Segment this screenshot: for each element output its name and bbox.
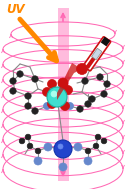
Circle shape (25, 134, 31, 140)
Circle shape (17, 71, 23, 77)
Circle shape (47, 99, 56, 108)
Circle shape (25, 93, 31, 99)
Circle shape (32, 108, 38, 114)
Circle shape (77, 64, 88, 74)
Circle shape (34, 157, 42, 165)
Circle shape (59, 163, 67, 171)
Circle shape (25, 103, 31, 109)
Circle shape (35, 148, 41, 154)
Circle shape (58, 80, 67, 88)
Circle shape (54, 140, 72, 158)
Circle shape (58, 144, 63, 149)
Circle shape (44, 143, 52, 151)
Bar (86, 55, 97, 69)
Circle shape (10, 78, 16, 84)
Circle shape (67, 102, 73, 109)
Circle shape (93, 143, 99, 149)
FancyBboxPatch shape (83, 37, 111, 71)
Circle shape (101, 91, 107, 97)
Circle shape (10, 88, 16, 94)
Circle shape (84, 157, 92, 165)
Circle shape (44, 102, 51, 109)
Circle shape (89, 96, 95, 102)
Circle shape (42, 88, 51, 97)
FancyBboxPatch shape (101, 37, 110, 46)
Circle shape (82, 78, 88, 84)
Circle shape (95, 134, 101, 140)
Circle shape (101, 138, 107, 144)
Text: UV: UV (6, 3, 25, 16)
Circle shape (85, 101, 91, 107)
Circle shape (27, 143, 33, 149)
Circle shape (104, 81, 110, 87)
Circle shape (74, 143, 82, 151)
Circle shape (19, 138, 25, 144)
Circle shape (47, 87, 67, 107)
Polygon shape (57, 63, 82, 100)
Circle shape (77, 106, 83, 112)
Circle shape (61, 101, 70, 111)
Circle shape (63, 85, 72, 94)
Circle shape (47, 80, 56, 88)
Bar (57, 8, 68, 181)
Circle shape (97, 74, 103, 80)
FancyBboxPatch shape (92, 48, 102, 60)
Circle shape (32, 76, 38, 82)
Circle shape (58, 78, 68, 88)
Circle shape (85, 148, 91, 154)
Circle shape (51, 91, 57, 97)
